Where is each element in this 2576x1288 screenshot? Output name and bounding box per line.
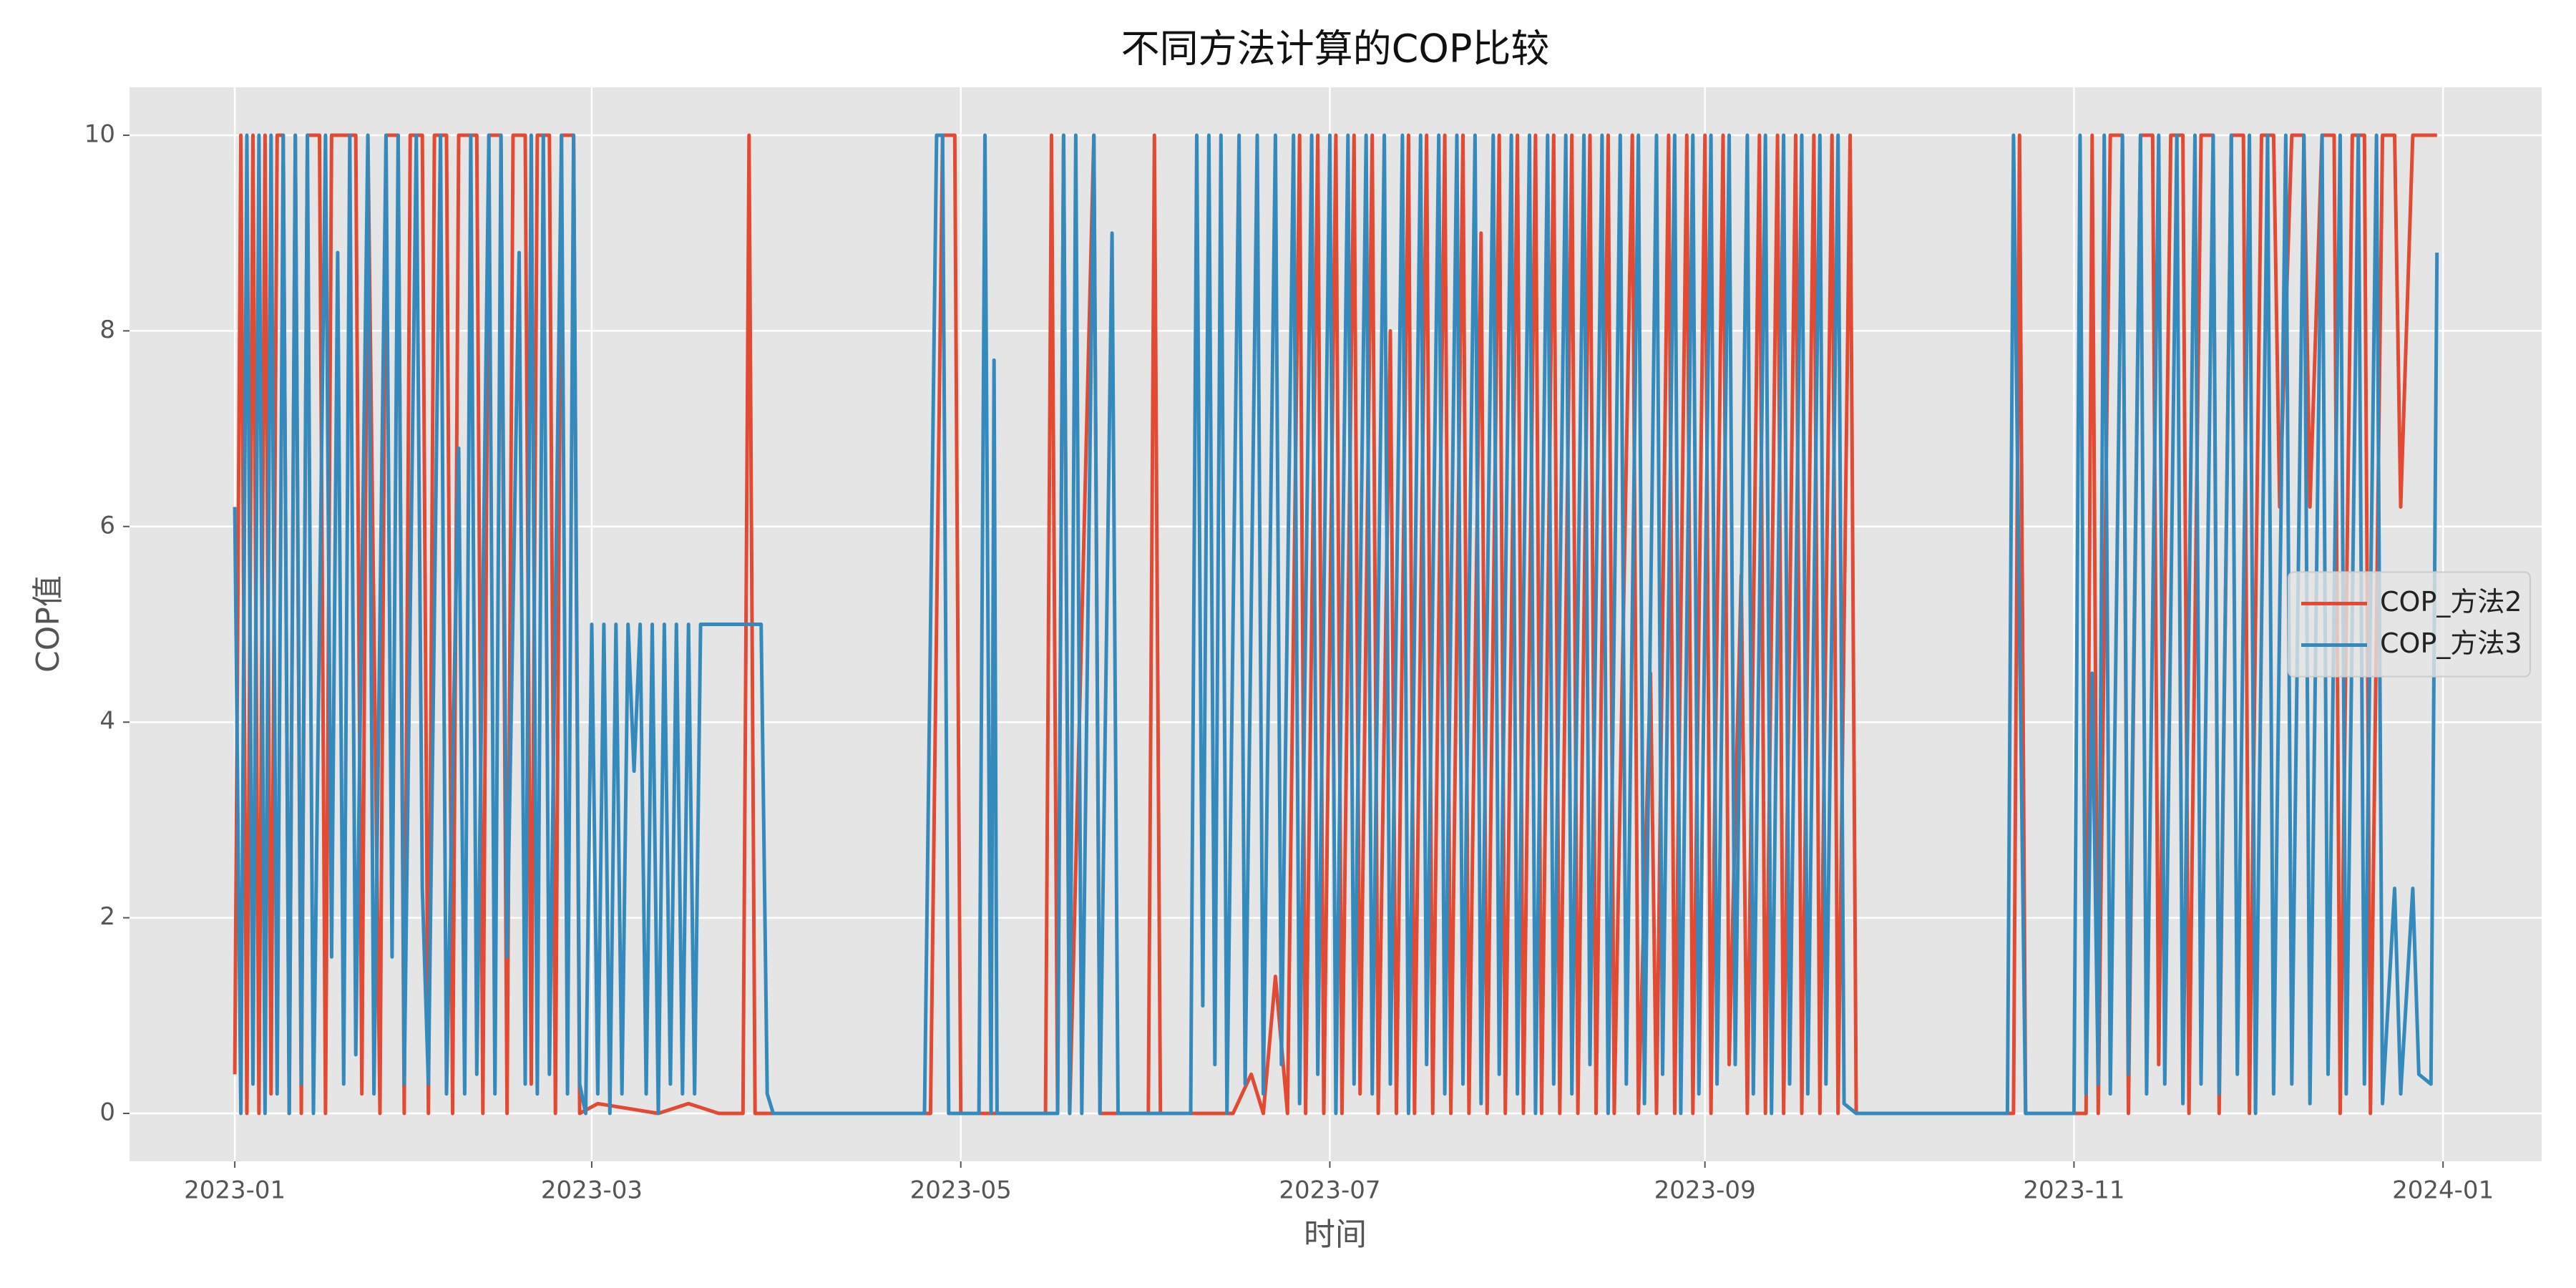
y-tick-label: 0 — [99, 1098, 115, 1127]
legend-box — [2288, 571, 2531, 678]
x-axis-label: 时间 — [1304, 1216, 1367, 1253]
x-tick-label: 2024-01 — [2392, 1176, 2494, 1205]
x-tick-label: 2023-11 — [2023, 1176, 2124, 1205]
x-tick-label: 2023-03 — [541, 1176, 643, 1205]
y-tick-label: 8 — [99, 316, 115, 344]
legend-label: COP_方法2 — [2380, 586, 2522, 618]
x-tick-label: 2023-09 — [1654, 1176, 1756, 1205]
x-tick-label: 2023-05 — [910, 1176, 1012, 1205]
chart-title: 不同方法计算的COP比较 — [1121, 26, 1550, 72]
x-tick-label: 2023-07 — [1279, 1176, 1380, 1205]
x-tick-label: 2023-01 — [184, 1176, 286, 1205]
y-tick-label: 6 — [99, 511, 115, 540]
data-line — [233, 133, 2439, 1116]
y-tick-label: 2 — [99, 902, 115, 931]
y-axis-label: COP值 — [30, 575, 67, 673]
y-tick-label: 4 — [99, 707, 115, 736]
y-tick-label: 10 — [84, 119, 115, 148]
legend-label: COP_方法3 — [2380, 628, 2522, 659]
